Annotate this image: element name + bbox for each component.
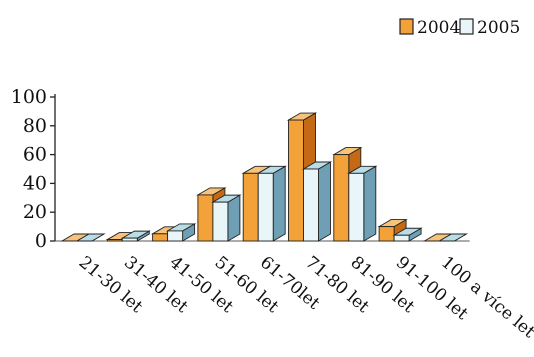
bar-2005 <box>347 165 378 242</box>
y-tick-label: 80 <box>23 115 47 137</box>
bar-front-face <box>212 201 229 242</box>
bar-front-face <box>378 226 395 242</box>
y-tick-label: 20 <box>23 201 47 223</box>
bar-front-face <box>393 234 410 242</box>
legend-swatch-2005 <box>459 18 474 35</box>
bar-series <box>60 112 469 242</box>
bar-2005 <box>392 227 423 242</box>
bar-2005 <box>165 223 197 242</box>
legend-label-2005: 2005 <box>477 18 520 38</box>
legend-swatch-2004 <box>399 18 414 35</box>
bar-2005 <box>437 233 469 242</box>
bar-side-face <box>363 165 377 242</box>
bar-side-face <box>272 165 286 242</box>
bar-front-face <box>152 233 169 242</box>
y-tick-label: 0 <box>35 230 47 252</box>
bar-top-face <box>437 233 469 242</box>
bar-2005 <box>256 165 287 242</box>
bar-front-face <box>106 239 123 242</box>
y-tick-label: 40 <box>23 172 47 194</box>
bar-front-face <box>121 237 138 242</box>
bar-side-face <box>227 194 241 242</box>
bar-front-face <box>303 168 319 242</box>
legend: 2004 2005 <box>399 18 520 38</box>
bar-front-face <box>348 172 365 242</box>
bar-front-face <box>167 230 184 242</box>
bar-2005 <box>120 230 151 242</box>
y-tick-label: 100 <box>11 86 47 108</box>
bar-2005 <box>75 233 106 242</box>
bar-front-face <box>197 194 214 242</box>
bar-side-face <box>318 161 331 242</box>
y-tick-label: 60 <box>23 144 47 166</box>
bar-front-face <box>257 172 274 242</box>
bar-2005 <box>301 161 333 242</box>
bar-front-face <box>242 172 259 242</box>
bar-front-face <box>333 154 350 242</box>
bar-2005 <box>211 194 242 242</box>
legend-label-2004: 2004 <box>417 18 460 38</box>
bar-top-face <box>75 233 106 242</box>
bar-front-face <box>288 119 304 242</box>
